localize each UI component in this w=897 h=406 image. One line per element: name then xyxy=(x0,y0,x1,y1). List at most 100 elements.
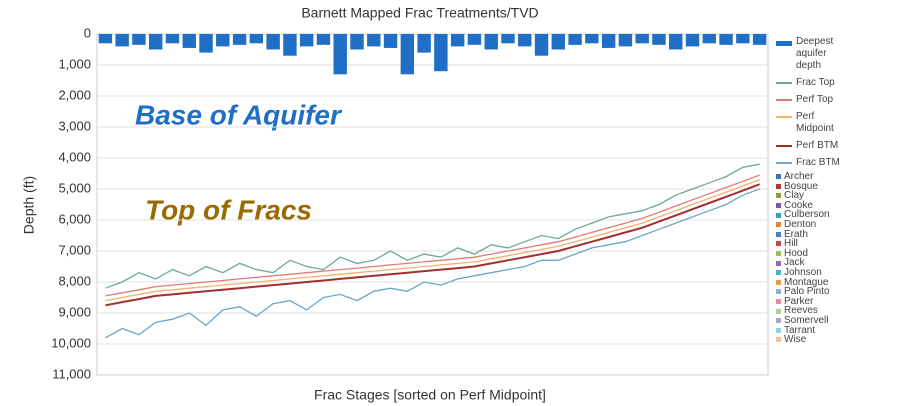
line-series xyxy=(105,163,760,289)
bar xyxy=(601,34,616,48)
bar xyxy=(702,34,716,44)
y-tick-label: 4,000 xyxy=(58,149,91,164)
bar xyxy=(719,34,733,45)
y-tick-label: 6,000 xyxy=(58,211,91,226)
annotation: Top of Fracs xyxy=(145,194,312,225)
county-swatch xyxy=(776,318,781,324)
county-item: Reeves xyxy=(776,306,830,316)
x-axis-label: Frac Stages [sorted on Perf Midpoint] xyxy=(314,387,546,403)
bar xyxy=(383,34,398,48)
county-swatch xyxy=(776,174,781,180)
line-series xyxy=(105,188,760,339)
county-label: Erath xyxy=(784,228,808,240)
county-label: Bosque xyxy=(784,180,818,192)
bar xyxy=(434,34,448,72)
legend-label: Frac BTM xyxy=(796,157,840,168)
county-label: Reeves xyxy=(784,305,818,317)
county-label: Tarrant xyxy=(784,324,816,336)
bar xyxy=(752,34,767,45)
legend-swatch xyxy=(776,162,792,164)
bar xyxy=(534,34,549,56)
legend-item: Perf Top xyxy=(776,94,846,106)
county-item: Jack xyxy=(776,258,830,268)
county-swatch xyxy=(776,212,781,218)
legend-swatch xyxy=(776,145,792,147)
bar xyxy=(283,34,297,56)
legend: Deepest aquifer depth Frac Top Perf Top Per… xyxy=(776,36,846,174)
y-tick-label: 5,000 xyxy=(58,180,91,195)
county-swatch xyxy=(776,327,781,333)
y-tick-label: 2,000 xyxy=(58,87,91,102)
county-label: Montague xyxy=(784,276,829,288)
county-item: Palo Pinto xyxy=(776,287,830,297)
county-label: Denton xyxy=(784,218,817,230)
bar xyxy=(149,34,163,50)
bar xyxy=(266,34,280,50)
plot-frame xyxy=(96,33,769,376)
county-item: Culberson xyxy=(776,210,830,220)
bar xyxy=(450,34,465,47)
county-swatch xyxy=(776,241,781,247)
y-tick-label: 8,000 xyxy=(58,273,91,288)
legend-swatch xyxy=(776,41,792,46)
legend-label: Perf Midpoint xyxy=(796,111,834,134)
county-item: Hood xyxy=(776,247,830,259)
legend-swatch xyxy=(776,99,792,101)
bar xyxy=(182,34,196,48)
county-swatch xyxy=(776,289,781,295)
county-swatch xyxy=(776,270,781,276)
legend-swatch xyxy=(776,116,792,118)
county-swatch xyxy=(776,203,781,209)
county-item: Tarrant xyxy=(776,324,830,336)
county-label: Johnson xyxy=(784,266,822,278)
county-swatch xyxy=(776,231,781,237)
county-label: Hood xyxy=(784,247,808,259)
bar xyxy=(585,34,599,44)
bar xyxy=(736,34,750,44)
county-item: Johnson xyxy=(776,268,830,278)
legend-item: Perf BTM xyxy=(776,140,846,152)
bar xyxy=(635,34,649,44)
line-series xyxy=(105,183,760,307)
county-swatch xyxy=(776,299,781,305)
county-swatch xyxy=(776,308,781,314)
legend-item: Frac BTM xyxy=(776,157,846,169)
county-label: Cooke xyxy=(784,199,813,211)
bar xyxy=(299,34,314,47)
y-tick-label: 9,000 xyxy=(58,304,91,319)
bar xyxy=(367,34,381,47)
county-item: Parker xyxy=(776,295,830,307)
county-item: Archer xyxy=(776,172,830,182)
legend-item: Deepest aquifer depth xyxy=(776,36,846,72)
county-label: Hill xyxy=(784,238,798,250)
county-label: Palo Pinto xyxy=(784,286,830,298)
bar xyxy=(216,34,230,47)
y-tick-label: 0 xyxy=(84,25,91,40)
county-legend: Archer Bosque Clay Cooke Culberson Denton Erat… xyxy=(776,172,830,345)
legend-swatch xyxy=(776,82,792,84)
line-series xyxy=(105,179,760,302)
county-swatch xyxy=(776,193,781,199)
county-item: Montague xyxy=(776,276,830,288)
bar xyxy=(551,34,566,50)
county-item: Somervell xyxy=(776,316,830,326)
county-item: Erath xyxy=(776,228,830,240)
county-item: Denton xyxy=(776,220,830,230)
y-tick-label: 11,000 xyxy=(52,366,91,381)
county-swatch xyxy=(776,183,781,189)
county-label: Parker xyxy=(784,295,814,307)
bar xyxy=(484,34,498,50)
county-item: Bosque xyxy=(776,180,830,192)
bar xyxy=(333,34,347,75)
chart-title: Barnett Mapped Frac Treatments/TVD xyxy=(301,5,538,21)
county-swatch xyxy=(776,279,781,285)
bar xyxy=(652,34,666,45)
bar xyxy=(618,34,633,47)
bar xyxy=(400,34,415,75)
annotation: Base of Aquifer xyxy=(135,99,343,130)
y-tick-label: 1,000 xyxy=(58,56,91,71)
bar xyxy=(199,34,213,53)
bar xyxy=(249,34,264,44)
